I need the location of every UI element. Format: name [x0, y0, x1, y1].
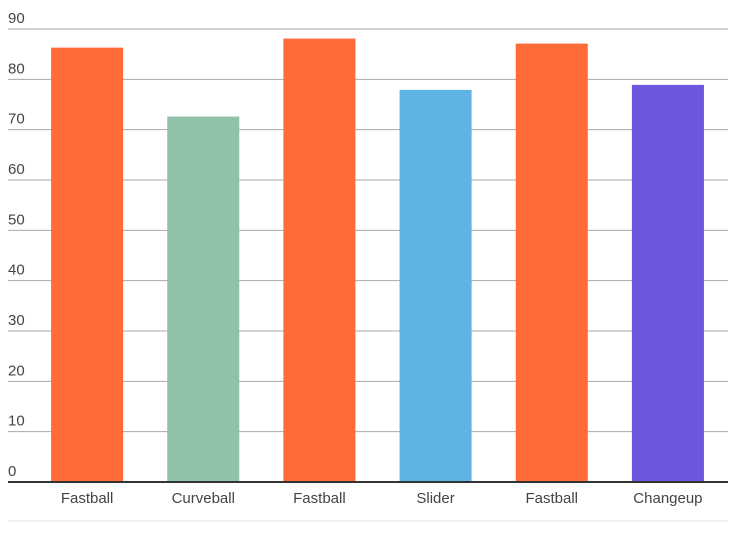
bar [51, 47, 124, 483]
y-tick-label: 60 [8, 161, 25, 178]
x-tick-label: Fastball [525, 490, 578, 507]
bar [515, 43, 588, 482]
bar [167, 116, 240, 482]
x-tick-label: Slider [416, 490, 454, 507]
y-tick-label: 50 [8, 211, 25, 228]
x-tick-label: Fastball [61, 490, 114, 507]
y-tick-label: 0 [8, 463, 16, 480]
x-tick-label: Changeup [633, 490, 702, 507]
y-tick-label: 20 [8, 362, 25, 379]
bar [399, 89, 472, 483]
y-tick-label: 30 [8, 312, 25, 329]
x-tick-label: Fastball [293, 490, 346, 507]
y-tick-label: 40 [8, 262, 25, 279]
bar [283, 38, 356, 483]
y-tick-label: 80 [8, 60, 25, 77]
y-tick-label: 10 [8, 413, 25, 430]
y-tick-label: 90 [8, 10, 25, 27]
y-tick-label: 70 [8, 111, 25, 128]
bar [631, 84, 704, 483]
x-tick-label: Curveball [172, 490, 235, 507]
